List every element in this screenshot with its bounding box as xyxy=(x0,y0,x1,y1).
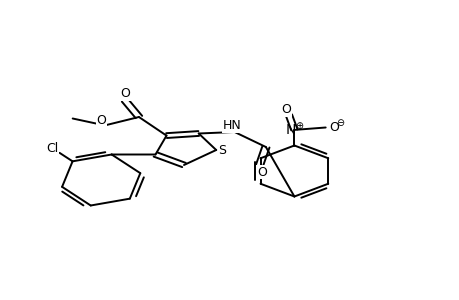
Text: O: O xyxy=(96,113,106,127)
Text: S: S xyxy=(217,144,225,158)
Text: ⊕: ⊕ xyxy=(294,121,302,131)
Text: ⊖: ⊖ xyxy=(336,118,344,128)
Text: Cl: Cl xyxy=(46,142,58,155)
Text: O: O xyxy=(281,103,291,116)
Text: O: O xyxy=(328,121,338,134)
Text: HN: HN xyxy=(223,119,241,132)
Text: O: O xyxy=(120,87,130,101)
Text: N: N xyxy=(285,123,295,137)
Text: O: O xyxy=(256,166,266,179)
